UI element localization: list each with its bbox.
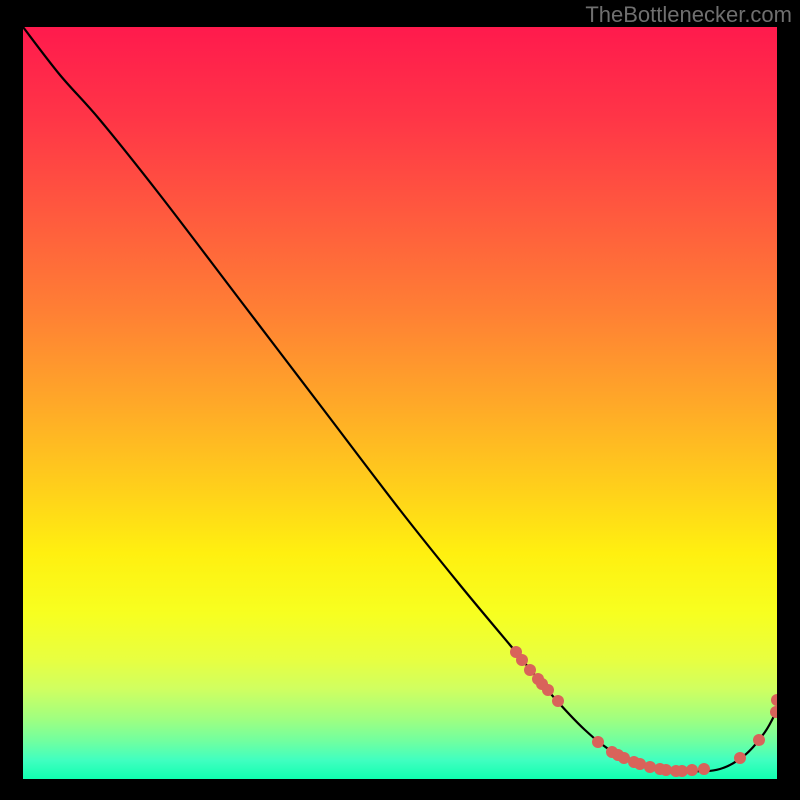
bottleneck-chart	[0, 0, 800, 800]
gpu-marker	[552, 695, 564, 707]
gpu-marker	[516, 654, 528, 666]
gpu-marker	[644, 761, 656, 773]
chart-gradient-background	[23, 27, 777, 779]
gpu-marker	[524, 664, 536, 676]
watermark-text: TheBottlenecker.com	[585, 2, 792, 28]
gpu-marker	[592, 736, 604, 748]
gpu-marker	[698, 763, 710, 775]
gpu-marker	[734, 752, 746, 764]
gpu-marker	[542, 684, 554, 696]
gpu-marker	[753, 734, 765, 746]
gpu-marker	[686, 764, 698, 776]
